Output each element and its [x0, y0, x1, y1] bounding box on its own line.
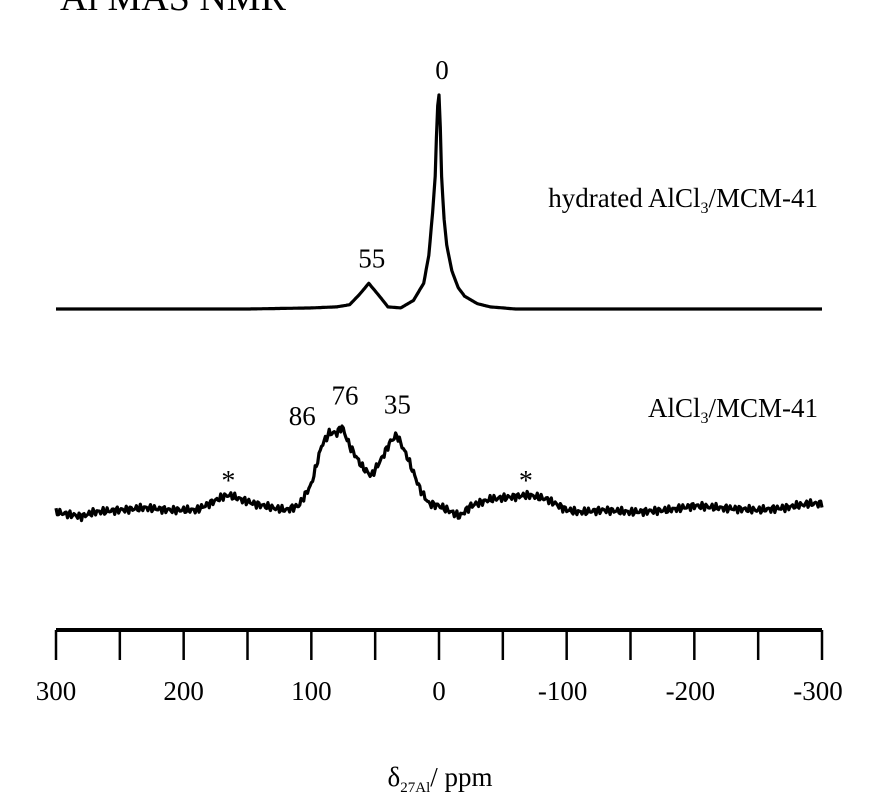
sideband-asterisk: * [221, 466, 235, 497]
chart-title: 27Al MAS NMR [38, 0, 287, 19]
x-tick-label: -200 [666, 676, 716, 706]
spectrum-line-hydrated [55, 93, 823, 311]
spectra-traces [54, 93, 824, 523]
x-tick-label: -100 [538, 676, 588, 706]
series-label-hydrated: hydrated AlCl3/MCM-41 [548, 183, 818, 217]
spectrum-line-anhydrous [54, 424, 824, 523]
title-superscript: 27 [38, 0, 60, 1]
x-axis: 300 200 100 0 -100 -200 -300 [36, 628, 843, 706]
sideband-asterisk: * [519, 466, 533, 497]
title-main: Al MAS NMR [60, 0, 287, 19]
x-axis-label: δ27Al/ ppm [388, 762, 493, 796]
x-tick-label: 100 [291, 676, 332, 706]
peak-label: 35 [384, 390, 411, 420]
annotations: 55 0 86 76 35 * * [221, 55, 532, 497]
peak-label: 55 [358, 243, 385, 273]
peak-label: 76 [331, 381, 358, 411]
x-tick-label: 200 [163, 676, 204, 706]
series-label-anhydrous: AlCl3/MCM-41 [648, 393, 818, 427]
x-tick-label: 0 [432, 676, 446, 706]
x-tick-label: -300 [793, 676, 843, 706]
peak-label: 86 [289, 401, 316, 431]
x-tick-label: 300 [36, 676, 77, 706]
peak-label: 0 [435, 55, 449, 85]
